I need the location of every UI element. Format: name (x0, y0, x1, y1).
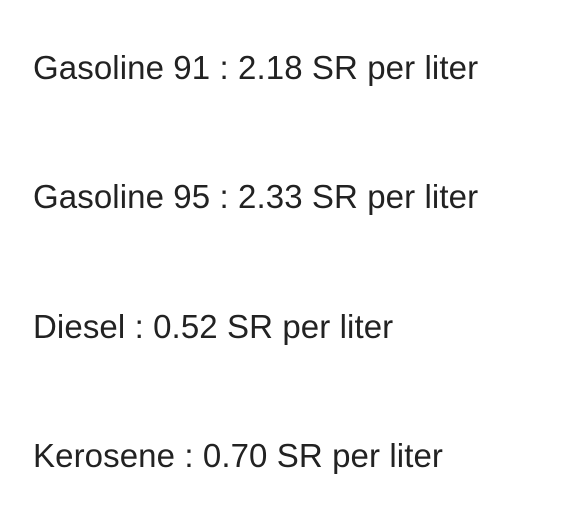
fuel-price-list: Gasoline 91 : 2.18 SR per liter Gasoline… (33, 0, 563, 510)
fuel-price-gasoline-95: Gasoline 95 : 2.33 SR per liter (33, 178, 479, 215)
fuel-price-kerosene: Kerosene : 0.70 SR per liter (33, 437, 444, 474)
fuel-price-diesel: Diesel : 0.52 SR per liter (33, 308, 394, 345)
fuel-price-gasoline-91: Gasoline 91 : 2.18 SR per liter (33, 49, 479, 86)
